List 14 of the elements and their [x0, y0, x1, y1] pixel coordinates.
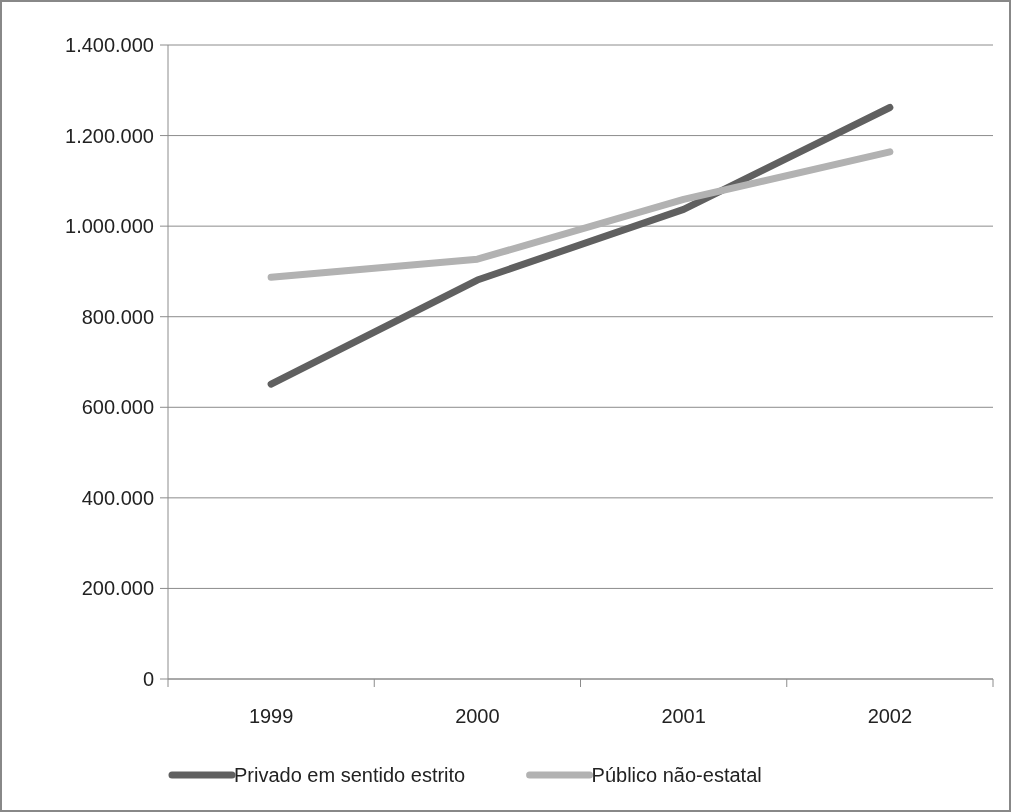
y-tick-label: 1.400.000 — [65, 34, 154, 56]
x-tick-label: 2000 — [455, 705, 500, 727]
x-tick-label: 1999 — [248, 705, 294, 727]
y-tick-label: 800.000 — [81, 305, 154, 328]
y-tick-label: 1.200.000 — [65, 124, 154, 147]
legend-label: Privado em sentido estrito — [234, 764, 466, 786]
y-tick-label: 0 — [142, 668, 154, 690]
legend-label: Público não-estatal — [591, 764, 762, 786]
y-tick-label: 600.000 — [81, 396, 154, 419]
y-tick-label: 200.000 — [81, 577, 154, 600]
x-tick-label: 2001 — [661, 705, 706, 727]
y-tick-label: 400.000 — [81, 486, 154, 509]
y-tick-label: 1.000.000 — [65, 215, 154, 238]
x-tick-label: 2002 — [867, 705, 913, 727]
